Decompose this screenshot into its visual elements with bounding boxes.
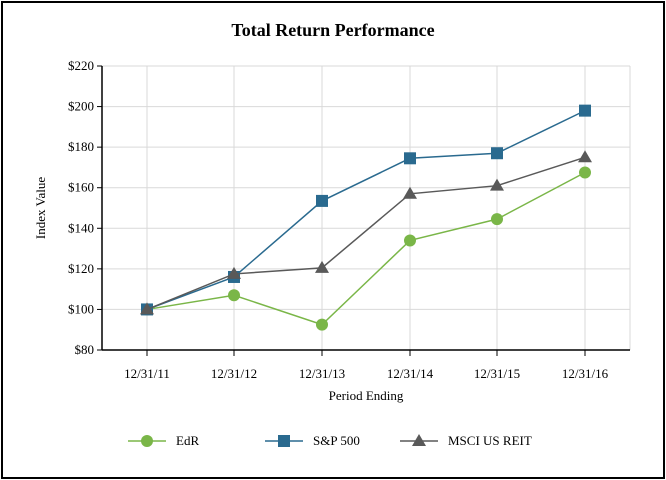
y-tick-label: $200 xyxy=(68,99,94,114)
x-tick-label: 12/31/14 xyxy=(387,366,434,381)
x-tick-label: 12/31/11 xyxy=(124,366,170,381)
y-tick-label: $80 xyxy=(75,342,95,357)
data-point-edr xyxy=(228,289,240,302)
y-tick-label: $180 xyxy=(68,139,94,154)
data-point-edr xyxy=(316,318,328,331)
legend-item-edr: EdR xyxy=(128,433,199,448)
data-point-edr xyxy=(491,213,503,226)
legend-label: MSCI US REIT xyxy=(448,433,532,448)
legend-label: S&P 500 xyxy=(313,433,360,448)
chart-title: Total Return Performance xyxy=(231,20,434,40)
y-tick-labels: $80 $100 $120 $140 $160 $180 $200 $220 xyxy=(68,58,102,357)
x-tick-label: 12/31/15 xyxy=(474,366,520,381)
data-point-msci-us-reit xyxy=(140,302,154,315)
series-msci-us-reit xyxy=(140,150,592,315)
data-point-s-p-500 xyxy=(491,147,503,160)
data-point-msci-us-reit xyxy=(315,260,329,273)
x-tick-label: 12/31/13 xyxy=(299,366,345,381)
legend: EdR S&P 500 MSCI US REIT xyxy=(128,433,532,448)
x-axis-label: Period Ending xyxy=(329,388,404,403)
y-tick-label: $120 xyxy=(68,261,94,276)
data-point-msci-us-reit xyxy=(490,178,504,191)
series-line-s-p-500 xyxy=(146,109,586,311)
legend-item-msci-us-reit: MSCI US REIT xyxy=(400,433,532,448)
data-point-s-p-500 xyxy=(579,104,591,117)
data-point-edr xyxy=(404,234,416,247)
y-tick-label: $160 xyxy=(68,180,94,195)
legend-label: EdR xyxy=(176,433,199,448)
legend-marker xyxy=(141,435,153,447)
x-tick-label: 12/31/12 xyxy=(211,366,257,381)
series-edr xyxy=(141,166,591,331)
data-point-msci-us-reit xyxy=(227,266,241,279)
data-point-edr xyxy=(579,166,591,179)
data-point-msci-us-reit xyxy=(578,150,592,163)
series-line-msci-us-reit xyxy=(146,156,586,311)
x-tick-label: 12/31/16 xyxy=(562,366,609,381)
y-axis-label: Index Value xyxy=(33,177,48,239)
data-point-s-p-500 xyxy=(404,152,416,165)
y-tick-label: $100 xyxy=(68,301,94,316)
legend-marker xyxy=(412,434,426,446)
data-point-msci-us-reit xyxy=(403,186,417,199)
x-tick-labels: 12/31/11 12/31/12 12/31/13 12/31/14 12/31/15… xyxy=(124,350,609,381)
legend-marker xyxy=(278,435,290,447)
legend-item-s-p-500: S&P 500 xyxy=(265,433,360,448)
series-group xyxy=(140,104,592,331)
y-tick-label: $220 xyxy=(68,58,94,73)
grid xyxy=(102,65,631,350)
series-line-edr xyxy=(146,171,586,326)
data-point-s-p-500 xyxy=(316,194,328,207)
y-tick-label: $140 xyxy=(68,220,94,235)
